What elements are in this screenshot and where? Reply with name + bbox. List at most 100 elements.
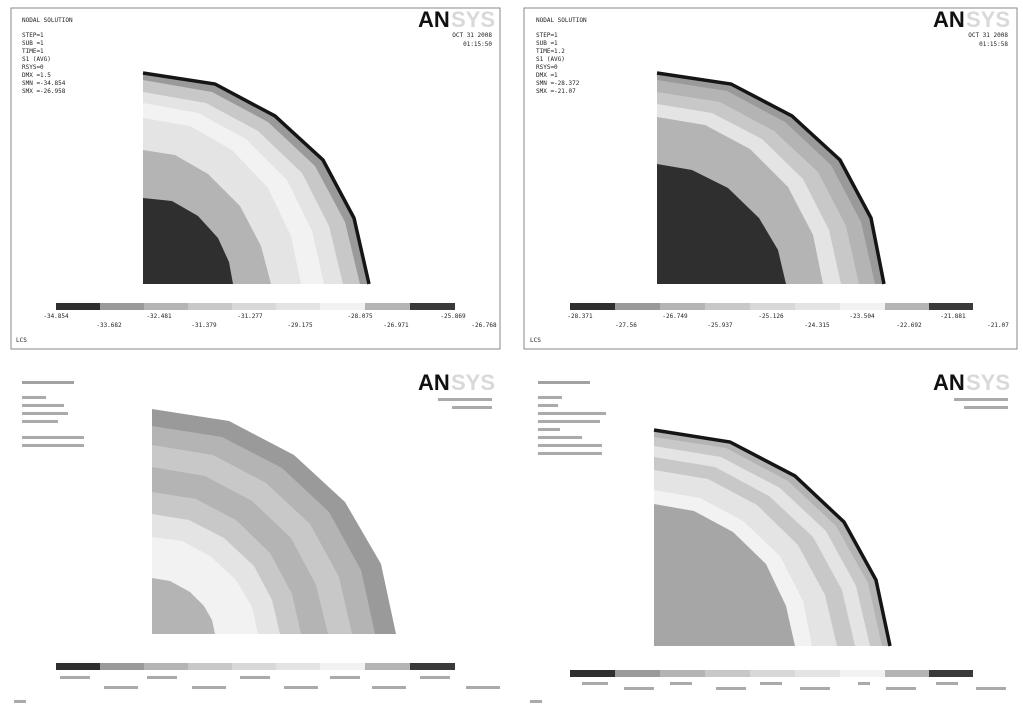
panel-3-legend-smudge	[240, 676, 270, 679]
panel-4-header-smudge	[538, 420, 600, 423]
panel-3: AN SYS	[14, 370, 500, 703]
panel-4-legend-bar	[570, 670, 973, 677]
panel-2-legend-swatch	[570, 303, 615, 310]
panel-1-legend-swatch	[365, 303, 410, 310]
panel-4-header-smudge	[538, 436, 582, 439]
panel-4-legend-smudge	[976, 687, 1006, 690]
panel-1-outer-edge	[142, 71, 371, 285]
panel-1-legend-swatch	[232, 303, 276, 310]
panel-2-time: 01:15:58	[979, 41, 1008, 48]
panel-1-corner-label: LCS	[16, 337, 27, 344]
panel-1-header-line: S1 (AVG)	[22, 56, 51, 63]
panel-2-frame	[523, 7, 1018, 350]
panel-4-header-smudge	[538, 404, 558, 407]
panel-4-contour-plot	[653, 428, 892, 647]
panel-3-legend-smudge	[466, 686, 500, 689]
panel-4-header-smudge	[538, 381, 590, 384]
panel-2-date: OCT 31 2008	[968, 32, 1008, 39]
panel-2-header: NODAL SOLUTION STEP=1 SUB =1 TIME=1.2 S1…	[536, 17, 587, 95]
panel-3-legend-swatch	[56, 663, 100, 670]
panel-4-legend-swatch	[570, 670, 615, 677]
panel-2-header-line: STEP=1	[536, 32, 558, 39]
panel-1-legend-swatch	[410, 303, 455, 310]
panel-3-header-smudge	[22, 444, 84, 447]
panel-4-legend-swatch	[929, 670, 973, 677]
panel-2-legend-swatch	[750, 303, 795, 310]
panel-1-logo-sys: SYS	[451, 7, 495, 32]
panel-1-legend-label: -34.854	[43, 313, 69, 320]
panel-1-legend-label: -28.075	[347, 313, 373, 320]
panel-3-header-smudge	[22, 436, 84, 439]
panel-2-header-line: SUB =1	[536, 40, 558, 47]
panel-3-header-smudge	[22, 381, 74, 384]
panel-2-logo-an: AN	[933, 7, 965, 32]
panel-3-contour-plot	[152, 409, 396, 634]
panel-2-legend-label: -26.749	[662, 313, 688, 320]
panel-3-header-smudge	[22, 396, 46, 399]
panel-4-legend-swatch	[885, 670, 929, 677]
panel-1-frame	[10, 7, 501, 350]
panel-1-legend-label: -29.175	[287, 322, 313, 329]
panel-4-legend-smudge	[716, 687, 746, 690]
panel-3-header-smudge	[22, 404, 64, 407]
panel-3-legend-swatch	[188, 663, 232, 670]
panel-3-legend-smudge	[420, 676, 450, 679]
panel-1-legend-swatch	[320, 303, 365, 310]
panel-2-header-line: RSYS=0	[536, 64, 558, 71]
panel-4-corner-smudge	[530, 700, 542, 703]
panel-2-legend-swatch	[615, 303, 660, 310]
panel-3-legend-smudge	[284, 686, 318, 689]
panel-3-legend-swatch	[100, 663, 144, 670]
panel-4-header-smudge	[538, 396, 562, 399]
panel-3-legend-swatch	[232, 663, 276, 670]
panel-4-legend-swatch	[750, 670, 795, 677]
panel-1-legend-label: -26.971	[383, 322, 409, 329]
panel-2-legend-label: -22.692	[896, 322, 922, 329]
panel-1-legend-swatch	[144, 303, 188, 310]
panel-4-logo-sys: SYS	[966, 370, 1010, 395]
panel-2-header-line: SMX =-21.07	[536, 88, 576, 95]
panel-2-legend-label: -21.881	[940, 313, 966, 320]
panel-4-legend-smudge	[886, 687, 916, 690]
panel-2-legend-label: -28.371	[567, 313, 593, 320]
panel-3-logo-an: AN	[418, 370, 450, 395]
panel-2-contour-plot	[656, 71, 886, 285]
panel-3-legend-swatch	[276, 663, 320, 670]
panel-4-legend-swatch	[615, 670, 660, 677]
panel-4-header-smudge	[538, 428, 560, 431]
panel-1-header-line: RSYS=0	[22, 64, 44, 71]
panel-2-legend-swatch	[885, 303, 929, 310]
panel-3-band-8	[152, 578, 215, 634]
panel-1-legend-swatch	[188, 303, 232, 310]
panel-4-legend-labels-illegible	[530, 682, 1006, 703]
panel-1-legend-swatch	[100, 303, 144, 310]
panel-3-legend-swatch	[410, 663, 455, 670]
panel-4-legend-smudge	[858, 682, 870, 685]
panel-4-legend-smudge	[800, 687, 830, 690]
panel-1-time: 01:15:50	[463, 41, 492, 48]
panel-1-legend-swatch	[276, 303, 320, 310]
panel-2-band-6	[657, 164, 786, 284]
panel-1-band-7	[143, 198, 233, 284]
panel-2-legend-label: -25.937	[707, 322, 733, 329]
panel-2-legend-label: -21.07	[987, 322, 1009, 329]
panel-2-legend-swatch	[840, 303, 885, 310]
panel-3-header-smudge	[452, 406, 492, 409]
panel-3-legend-swatch	[144, 663, 188, 670]
panel-4-legend-swatch	[840, 670, 885, 677]
panel-4-outer-edge	[653, 428, 892, 647]
panel-4-logo-an: AN	[933, 370, 965, 395]
panel-1-header-line: SUB =1	[22, 40, 44, 47]
panel-2-header-line: NODAL SOLUTION	[536, 17, 587, 24]
panel-4-legend-smudge	[624, 687, 654, 690]
panel-3-header-smudge	[438, 398, 492, 401]
panel-1-contour-plot	[142, 71, 371, 285]
panel-1-header-line: DMX =1.5	[22, 72, 51, 79]
panel-1-date: OCT 31 2008	[452, 32, 492, 39]
panel-4-legend-smudge	[936, 682, 958, 685]
panel-3-legend-smudge	[147, 676, 177, 679]
panel-1-legend-swatch	[56, 303, 100, 310]
panel-1-header-line: STEP=1	[22, 32, 44, 39]
panel-1-header-line: TIME=1	[22, 48, 44, 55]
